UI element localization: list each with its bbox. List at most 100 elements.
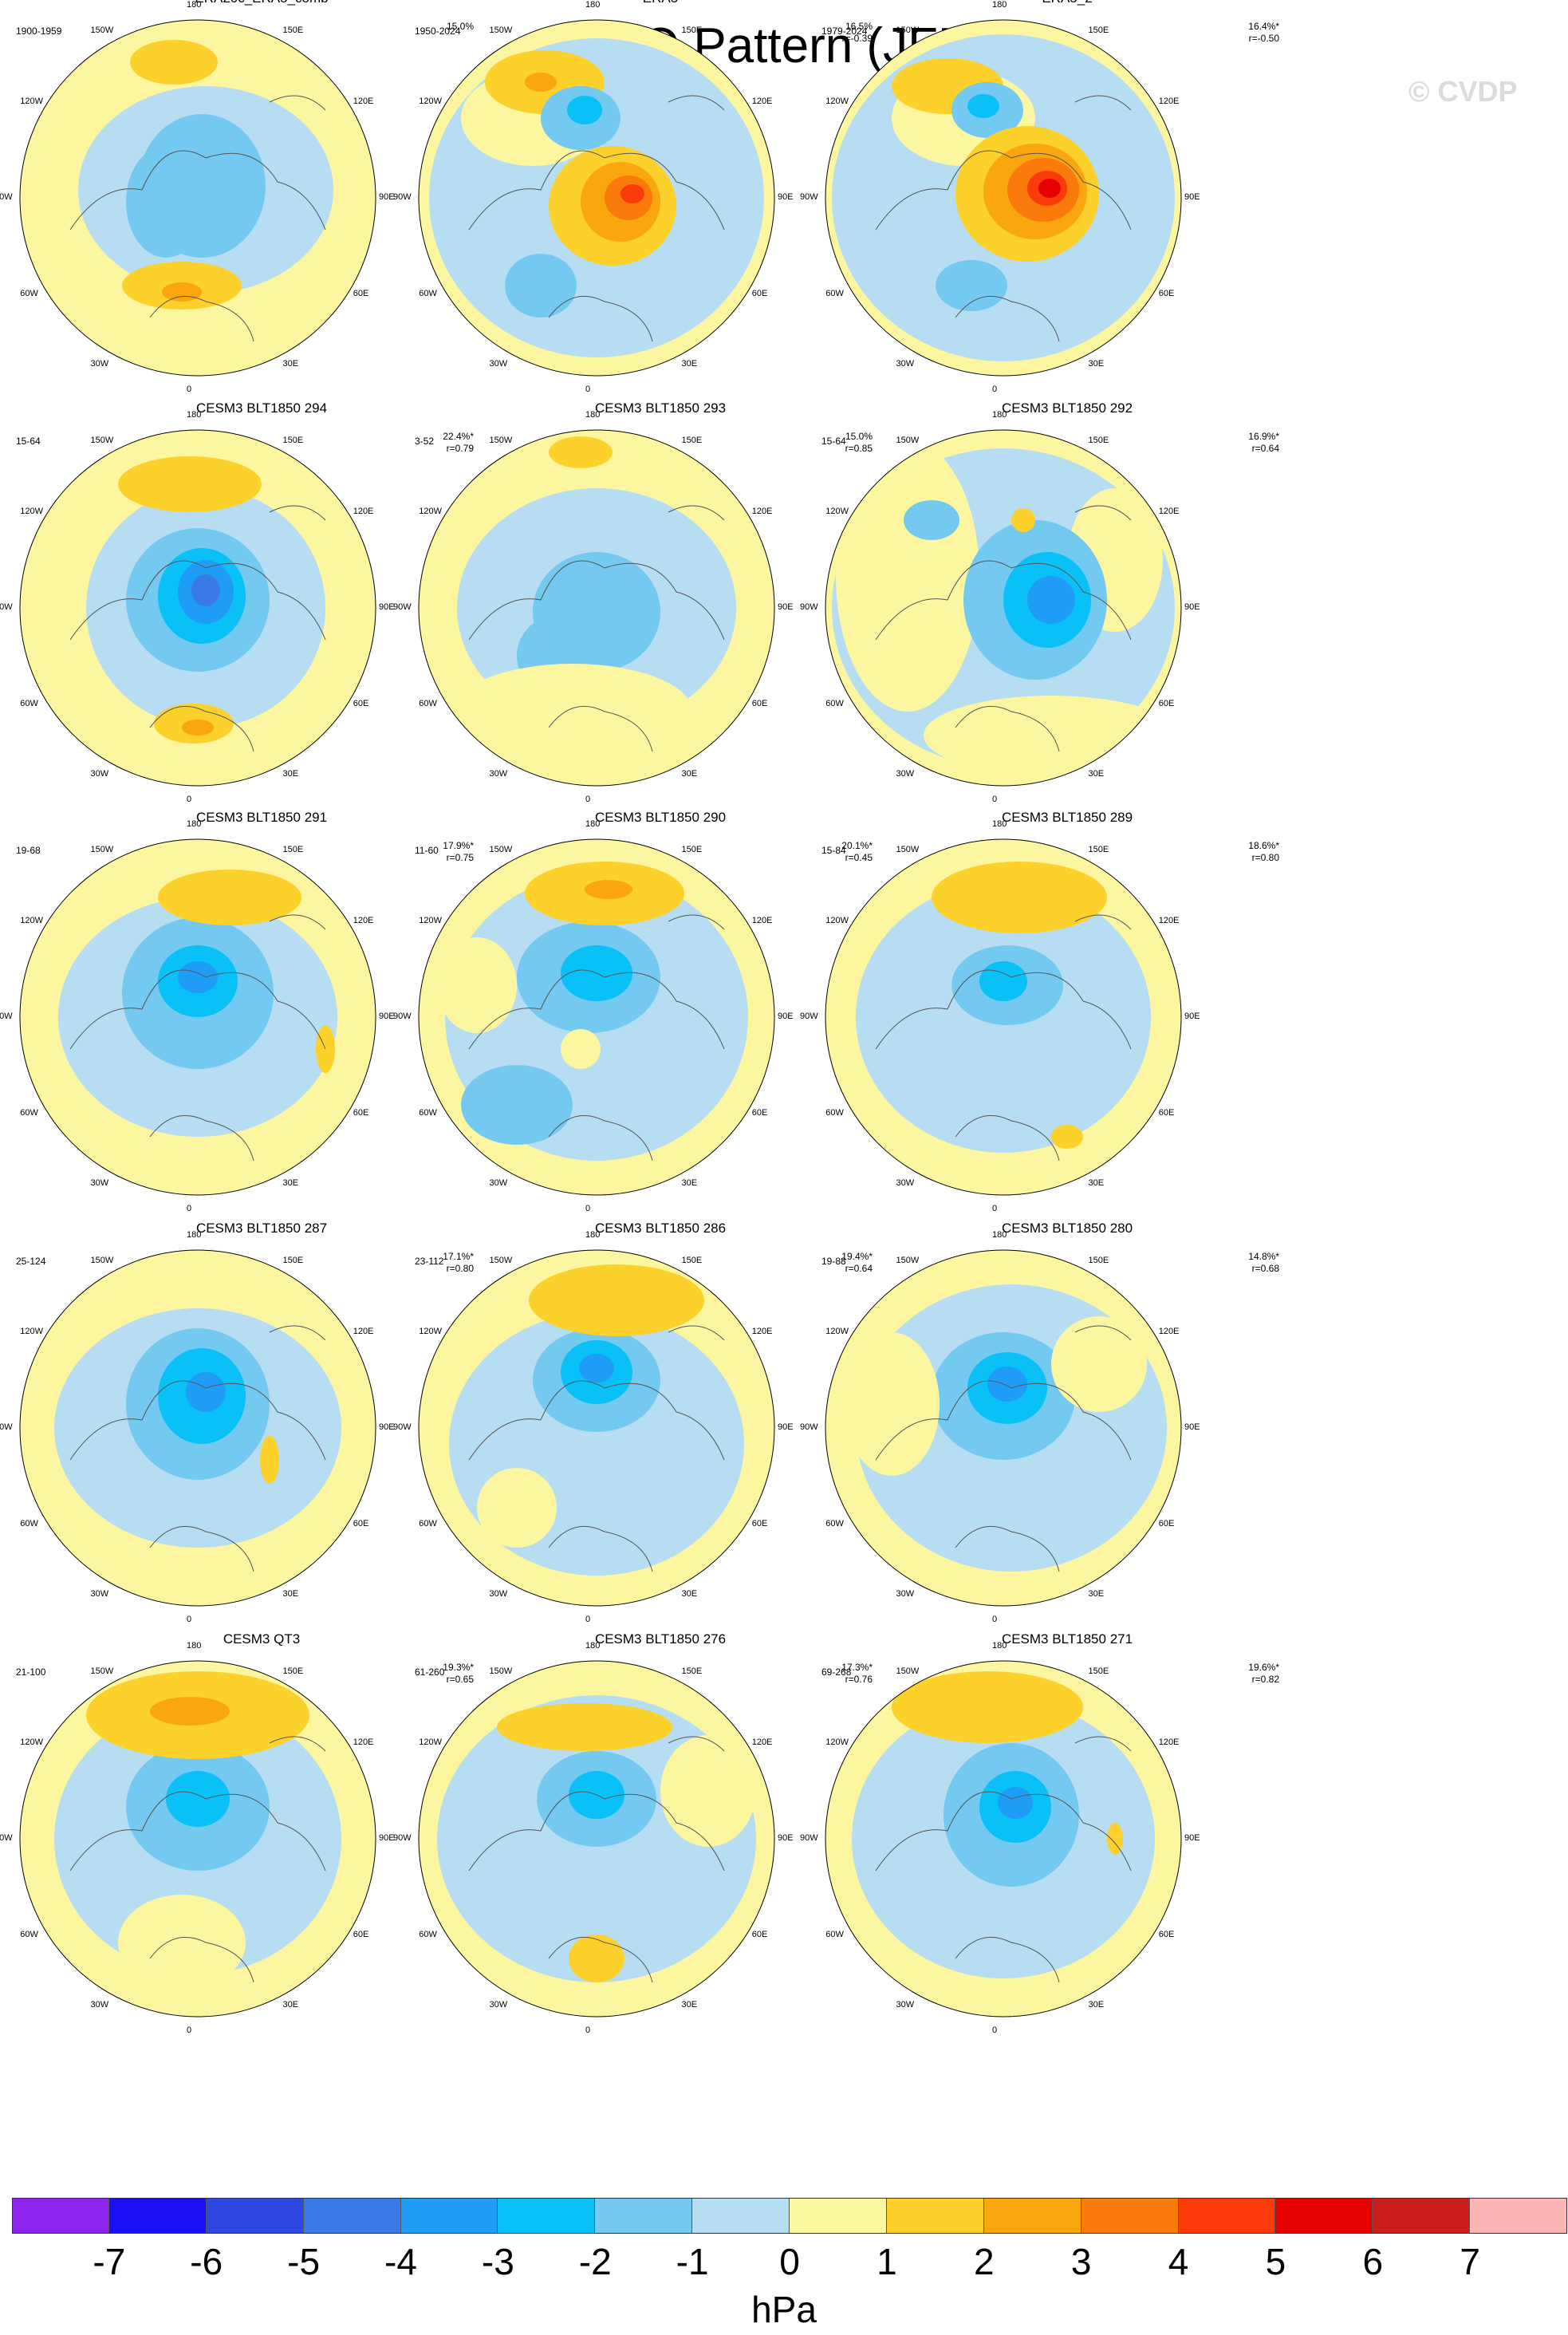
colorbar-segment [790,2198,887,2234]
panel-variance-correlation: 18.6%* r=0.80 [1248,840,1279,864]
longitude-label: 90E [379,1422,395,1432]
panel-variance-correlation: 19.4%* r=0.64 [841,1251,873,1275]
anomaly-contour [549,436,613,468]
panel-title: CESM3 BLT1850 289 [1001,810,1133,825]
anomaly-contour [178,961,218,993]
polar-map [19,19,376,377]
panel-years: 1950-2024 [415,26,461,37]
longitude-label: 120E [751,915,773,925]
panel-variance-correlation: 16.9%* r=0.64 [1248,431,1279,455]
panel-variance-correlation: 17.3%* r=0.76 [841,1662,873,1686]
colorbar-segment [206,2198,304,2234]
panel-correlation: r=0.64 [1251,443,1279,454]
longitude-label: 30W [896,1588,915,1599]
colorbar-tick: -1 [676,2241,709,2282]
longitude-label: 30E [282,1177,299,1188]
map-panel: CESM3 BLT1850 291 19-68 17.9%* r=0.75 180 150… [0,810,517,1213]
map-panel: ERA5 1950-2024 16.5%r=-0.39 180 150E 120E 90E 6… [393,0,916,394]
colorbar-segment [1470,2198,1567,2234]
polar-map [19,838,376,1196]
anomaly-contour [477,1468,557,1548]
longitude-label: 120W [825,915,849,925]
longitude-label: 120E [1158,915,1180,925]
longitude-label: 30E [1088,358,1105,369]
panel-variance-correlation: 14.8%* r=0.68 [1248,1251,1279,1275]
anomaly-contour [561,1029,601,1069]
panel-years: 61-260 [415,1666,445,1678]
panel-title: ERA5_2 [812,0,1322,6]
longitude-label: 30W [896,1177,915,1188]
longitude-label: 120E [1158,1737,1180,1747]
panel-variance: 22.4%* [443,431,474,442]
longitude-label: 60W [825,1929,844,1939]
longitude-label: 150E [681,1666,703,1677]
anomaly-contour [844,1332,940,1476]
colorbar-units: hPa [751,2289,817,2330]
longitude-label: 60E [751,288,768,298]
longitude-label: 120E [353,1737,374,1747]
panel-variance-correlation: 17.9%* r=0.75 [443,840,474,864]
polar-map [825,19,1182,377]
map-border [19,1249,376,1607]
panel-variance-correlation: 16.5% r=-0.39 [842,21,873,45]
longitude-label: 60E [353,1518,369,1528]
longitude-label: 90E [1184,1422,1200,1432]
map-panel: CESM3 BLT1850 287 25-124 17.1%* r=0.80 180 15… [0,1221,517,1624]
longitude-label: 60E [353,1107,369,1118]
panel-years: 11-60 [415,845,439,856]
panel-title: CESM3 BLT1850 271 [1001,1631,1133,1647]
anomaly-contour [567,96,602,124]
coastline [69,95,326,342]
panel-correlation: r=0.76 [845,1674,873,1685]
map-border [825,19,1182,377]
longitude-label: 30E [1088,1177,1105,1188]
longitude-label: 120E [1158,1326,1180,1336]
longitude-label: 90E [1184,192,1200,202]
longitude-label: 150W [489,26,513,36]
longitude-label: 150E [681,1256,703,1266]
longitude-label: 30E [1088,1999,1105,2010]
anomaly-contour [150,1697,230,1726]
colorbar-tick: 4 [1168,2241,1189,2282]
panel-title: ERA20c_ERA5_comb [6,0,517,6]
panel-years: 15-84 [821,845,846,856]
coastline [69,505,326,752]
panel-years: 1900-1959 [16,26,62,37]
anomaly-contour [979,961,1027,1001]
anomaly-contour [904,500,959,540]
longitude-label: 90E [778,1422,794,1432]
longitude-label: 30W [90,768,109,779]
polar-map [418,1249,775,1607]
map-panel: CESM3 BLT1850 276 61-260 17.3%* r=0.76 180 15… [393,1631,916,2035]
longitude-label: 120W [825,1326,849,1336]
longitude-label: 90E [778,1012,794,1021]
longitude-label: 30W [489,1177,508,1188]
anomaly-contour [158,870,301,925]
panel-variance: 19.4%* [841,1251,873,1262]
panel-title: CESM3 BLT1850 294 [195,400,328,416]
longitude-label: 0 [187,1615,192,1624]
longitude-label: 0 [992,385,998,394]
polar-map [825,838,1182,1196]
colorbar-tick: 1 [877,2241,897,2282]
longitude-label: 0 [992,2025,998,2035]
anomaly-contour [497,1703,672,1751]
longitude-label: 30W [90,1588,109,1599]
anomaly-contour [461,1065,573,1145]
panel-variance-correlation: 17.1%* r=0.80 [443,1251,474,1275]
anomaly-contour [529,1264,704,1336]
longitude-label: 150E [1088,1256,1109,1266]
longitude-label: 150E [282,1256,304,1266]
longitude-label: 60W [419,1929,437,1939]
panel-title: CESM3 BLT1850 276 [594,1631,727,1647]
anomaly-contour [525,73,557,92]
longitude-label: 90W [393,1422,412,1432]
anomaly-contour [987,1367,1027,1402]
longitude-label: 0 [187,2025,192,2035]
longitude-label: 150W [489,1666,513,1677]
polar-map [418,1660,775,2017]
panel-title: CESM3 QT3 [223,1631,301,1647]
coastline [875,1736,1132,1983]
longitude-label: 60E [353,1929,369,1939]
longitude-label: 60W [825,1518,844,1528]
